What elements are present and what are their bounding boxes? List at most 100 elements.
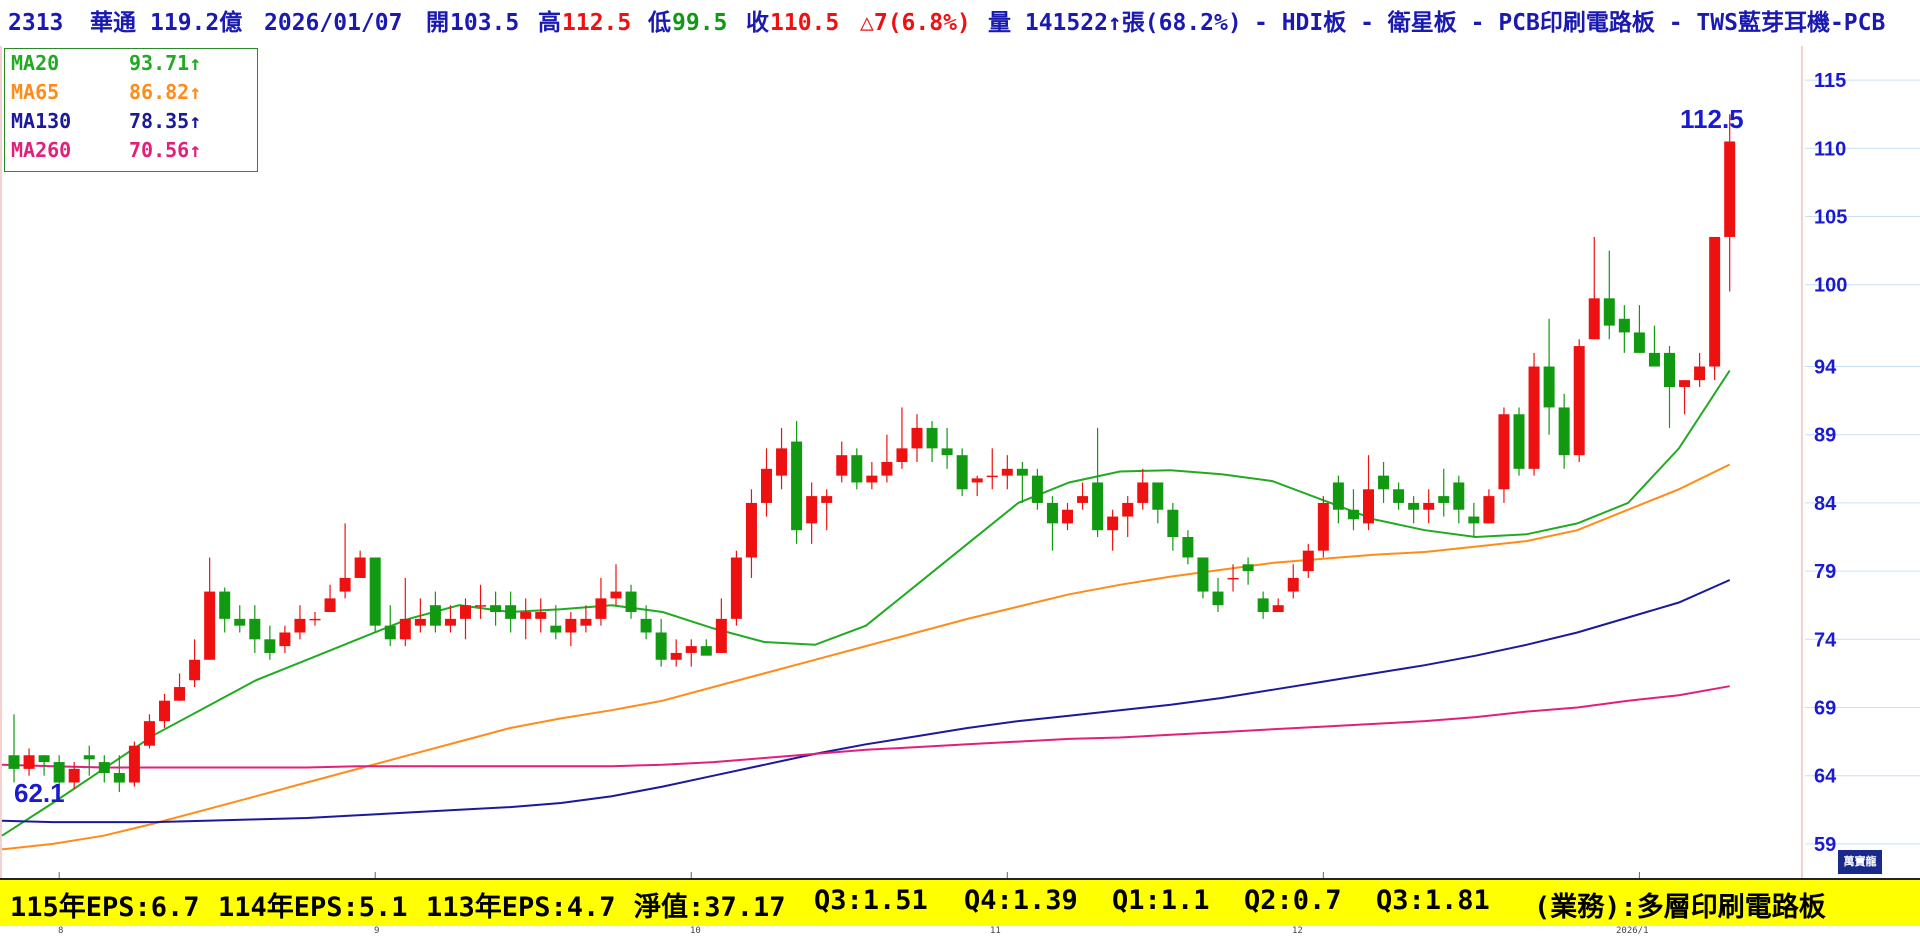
candle-body xyxy=(1393,489,1405,503)
candle-body xyxy=(384,625,396,640)
candle xyxy=(264,625,276,660)
y-tick-label: 64 xyxy=(1814,766,1837,788)
candle-body xyxy=(264,639,276,653)
candle-body xyxy=(776,448,788,476)
y-axis: 115 110 105 100 94 89 84 79 74 69 64 59 xyxy=(1814,70,1847,856)
candle xyxy=(354,550,366,578)
series-line-ma130 xyxy=(1,579,1731,824)
candle xyxy=(1031,468,1043,510)
candle xyxy=(821,489,833,531)
candle xyxy=(1347,489,1359,531)
candle xyxy=(791,421,803,544)
candle xyxy=(1453,475,1465,524)
y-tick-label: 100 xyxy=(1814,275,1847,297)
candle xyxy=(1212,577,1224,613)
candle xyxy=(1543,318,1555,435)
candle-body xyxy=(204,591,216,660)
candle-layer xyxy=(8,114,1736,793)
candle xyxy=(23,748,35,776)
candle-body xyxy=(821,496,833,503)
candle xyxy=(1182,530,1194,565)
candle xyxy=(1378,462,1390,503)
candle-body xyxy=(128,745,140,783)
legend-ma65-name: MA65 xyxy=(11,80,60,104)
candle-body xyxy=(399,618,411,640)
stock-name: 華通 xyxy=(90,10,136,36)
candle xyxy=(580,605,592,633)
candle-body xyxy=(986,475,998,478)
candle xyxy=(1077,482,1089,510)
candle-body xyxy=(1694,366,1706,381)
candle xyxy=(128,741,140,787)
candle xyxy=(866,462,878,490)
candle xyxy=(505,591,517,633)
candle-body xyxy=(836,455,848,476)
legend-ma130-name: MA130 xyxy=(11,109,72,133)
candle-body xyxy=(1709,236,1721,367)
moving-average-layer xyxy=(1,369,1731,851)
candle xyxy=(460,598,471,640)
candle-body xyxy=(68,768,80,783)
candle xyxy=(83,745,95,776)
candle-body xyxy=(1543,366,1555,408)
candle xyxy=(1618,305,1630,353)
candle xyxy=(1633,305,1645,353)
candle xyxy=(159,693,170,728)
candle-body xyxy=(926,427,938,449)
candle xyxy=(1242,557,1254,585)
candle-body xyxy=(53,762,65,783)
open-price: 103.5 xyxy=(450,10,520,36)
fundamentals-bar: 115年EPS:6.7 114年EPS:5.1 113年EPS:4.7 淨值:3… xyxy=(0,878,1920,928)
candle xyxy=(1046,496,1058,551)
legend-ma130-value: 78.35↑ xyxy=(129,109,202,133)
q3-eps-b: Q3:1.81 xyxy=(1376,885,1490,916)
legend-ma260-name: MA260 xyxy=(11,138,72,162)
candle xyxy=(1483,489,1495,524)
candle-body xyxy=(1408,502,1420,510)
candle xyxy=(490,591,502,626)
candle xyxy=(1679,380,1691,415)
candle xyxy=(625,584,637,619)
x-tick-label: 8 xyxy=(58,926,64,936)
y-tick-label: 79 xyxy=(1814,561,1836,583)
candle-body xyxy=(490,605,502,613)
candle xyxy=(595,577,607,626)
quote-date: 2026/01/07 xyxy=(264,10,403,36)
low-label: 低 xyxy=(648,10,671,36)
candle xyxy=(219,587,231,633)
candle xyxy=(174,673,186,701)
y-tick-label: 84 xyxy=(1814,493,1837,515)
candle xyxy=(1062,502,1073,531)
candle xyxy=(1302,543,1314,578)
series-line-ma65 xyxy=(1,463,1731,851)
candle-body xyxy=(1317,502,1329,551)
candle-body xyxy=(1724,141,1736,237)
candle-body xyxy=(1332,482,1344,510)
candle xyxy=(535,598,547,633)
candle xyxy=(475,584,487,619)
candle xyxy=(143,714,155,749)
legend-ma20-name: MA20 xyxy=(11,51,60,75)
candle-body xyxy=(881,462,893,476)
volume: 量 141522↑張(68.2%) xyxy=(988,10,1242,36)
q4-eps: Q4:1.39 xyxy=(964,885,1078,916)
candle-body xyxy=(1633,332,1645,353)
candle-body xyxy=(625,591,637,613)
candle-body xyxy=(1347,509,1359,520)
candle-body xyxy=(655,632,667,660)
y-tick-label: 110 xyxy=(1814,138,1846,160)
candle xyxy=(1317,496,1329,558)
candle-body xyxy=(520,612,532,619)
candle-body xyxy=(1137,482,1149,503)
candle-body xyxy=(294,618,306,633)
candle-body xyxy=(670,652,682,660)
candle xyxy=(1648,325,1660,367)
candle-body xyxy=(8,755,20,769)
candle-body xyxy=(1453,482,1465,510)
legend-ma65-value: 86.82↑ xyxy=(129,80,202,104)
candle xyxy=(384,605,396,647)
candle-body xyxy=(1423,502,1435,510)
candle xyxy=(1167,502,1179,551)
y-tick-label: 115 xyxy=(1814,70,1846,92)
candle xyxy=(1588,236,1600,340)
